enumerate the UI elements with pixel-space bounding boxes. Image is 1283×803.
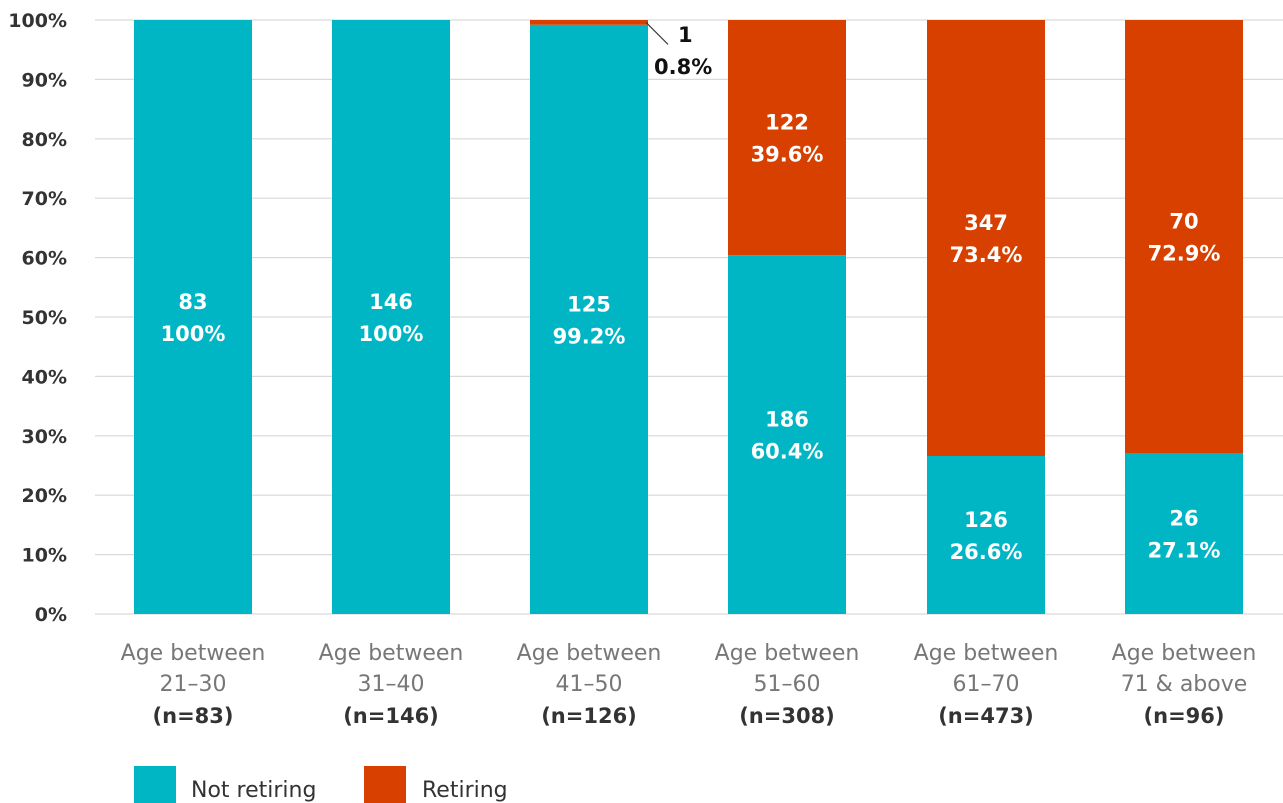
data-label-count: 126 (964, 508, 1008, 532)
bar-not-retiring (530, 24, 648, 614)
y-axis-tick-labels: 0% 10% 20% 30% 40% 50% 60% 70% 80% 90% 100% (8, 10, 67, 626)
data-label-percent: 99.2% (553, 324, 626, 348)
y-tick-label: 20% (22, 485, 67, 507)
y-tick-label: 30% (22, 426, 67, 448)
y-tick-label: 0% (35, 604, 67, 626)
y-tick-label: 90% (22, 69, 67, 91)
x-axis-category-labels: Age between 21–30 (n=83) Age between 31–40 (n… (121, 641, 1257, 728)
data-label-percent: 73.4% (950, 243, 1023, 267)
category-label-sample-size: (n=308) (739, 704, 835, 728)
data-label-percent: 39.6% (751, 143, 824, 167)
y-tick-label: 100% (8, 10, 67, 32)
category-label-line1: Age between (517, 641, 662, 666)
category-label-line2: 71 & above (1121, 672, 1248, 697)
category-label-line1: Age between (715, 641, 860, 666)
data-label-percent: 60.4% (751, 440, 824, 464)
data-label-count: 26 (1169, 507, 1198, 531)
y-tick-label: 80% (22, 129, 67, 151)
bar-retiring (530, 20, 648, 25)
bar-not-retiring (728, 255, 846, 614)
legend-label-not-retiring: Not retiring (191, 778, 316, 803)
data-label-percent: 100% (359, 322, 424, 346)
data-label-percent: 27.1% (1148, 539, 1221, 563)
gridlines (95, 19, 1283, 615)
data-label-count: 125 (567, 292, 611, 316)
bar-not-retiring (134, 20, 252, 614)
category-label-sample-size: (n=146) (343, 704, 439, 728)
bar-not-retiring (1125, 453, 1243, 614)
legend-swatch-not-retiring (134, 766, 176, 803)
data-label-percent: 72.9% (1148, 242, 1221, 266)
data-label-count: 122 (765, 111, 809, 135)
data-label-percent: 100% (161, 322, 226, 346)
category-label-line2: 51–60 (754, 672, 821, 697)
data-label-count: 186 (765, 408, 809, 432)
category-label-line2: 21–30 (160, 672, 227, 697)
data-label-count: 347 (964, 211, 1008, 235)
data-label-count: 146 (369, 290, 413, 314)
legend-label-retiring: Retiring (422, 778, 508, 803)
category-label-sample-size: (n=96) (1144, 704, 1225, 728)
category-label-sample-size: (n=473) (938, 704, 1034, 728)
y-tick-label: 10% (22, 545, 67, 567)
y-tick-label: 70% (22, 188, 67, 210)
bar-not-retiring (332, 20, 450, 614)
category-label-line1: Age between (914, 641, 1059, 666)
y-tick-label: 60% (22, 248, 67, 270)
category-label-line1: Age between (121, 641, 266, 666)
data-label-count: 83 (178, 290, 207, 314)
category-label-line2: 61–70 (953, 672, 1020, 697)
bar-retiring (927, 20, 1045, 456)
category-label-line1: Age between (319, 641, 464, 666)
bars (134, 20, 1243, 614)
data-label-percent: 26.6% (950, 540, 1023, 564)
category-label-line1: Age between (1112, 641, 1257, 666)
data-label-leader-line (645, 21, 669, 45)
bar-retiring (1125, 20, 1243, 454)
category-label-line2: 31–40 (358, 672, 425, 697)
category-label-sample-size: (n=126) (541, 704, 637, 728)
data-label-count: 70 (1169, 210, 1198, 234)
data-label-percent: 0.8% (654, 55, 712, 79)
category-label-sample-size: (n=83) (153, 704, 234, 728)
data-labels: 83 100% 146 100% 125 99.2% 1 0.8% 186 60.4% 122 39.… (161, 21, 1221, 564)
category-label-line2: 41–50 (556, 672, 623, 697)
data-label-count: 1 (678, 23, 693, 47)
y-tick-label: 50% (22, 307, 67, 329)
legend-swatch-retiring (364, 766, 406, 803)
bar-not-retiring (927, 455, 1045, 614)
bar-retiring (728, 20, 846, 256)
legend: Not retiring Retiring (134, 766, 508, 803)
y-tick-label: 40% (22, 366, 67, 388)
